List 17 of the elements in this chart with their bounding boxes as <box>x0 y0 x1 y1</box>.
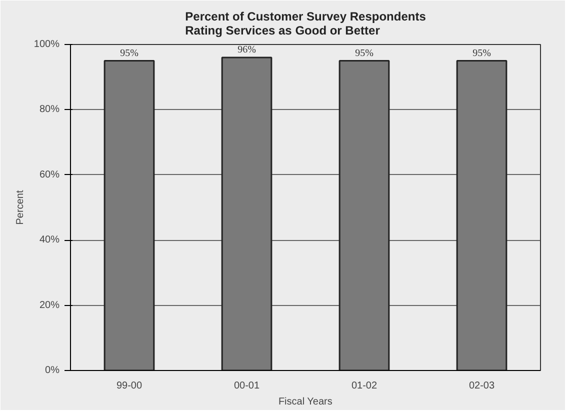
x-tick-label: 02-03 <box>468 380 495 392</box>
x-tick-label: 01-02 <box>351 380 378 392</box>
x-axis-title: Fiscal Years <box>278 396 332 408</box>
data-label: 95% <box>120 48 138 59</box>
x-tick-label: 99-00 <box>116 380 142 392</box>
y-tick-label: 80% <box>39 104 60 116</box>
y-tick-label: 20% <box>39 300 60 311</box>
chart-title: Percent of Customer Survey Respondents Rating Services as Good or Better <box>185 10 426 38</box>
y-axis-title: Percent <box>14 190 26 225</box>
y-tick-label: 0% <box>45 365 60 376</box>
y-tick-label: 60% <box>39 169 60 180</box>
data-label: 95% <box>355 48 374 59</box>
y-tick-label: 100% <box>34 39 60 50</box>
x-tick-label: 00-01 <box>234 380 260 392</box>
y-tick-label: 40% <box>39 234 60 246</box>
data-label: 96% <box>238 44 256 56</box>
data-label: 95% <box>472 48 491 59</box>
